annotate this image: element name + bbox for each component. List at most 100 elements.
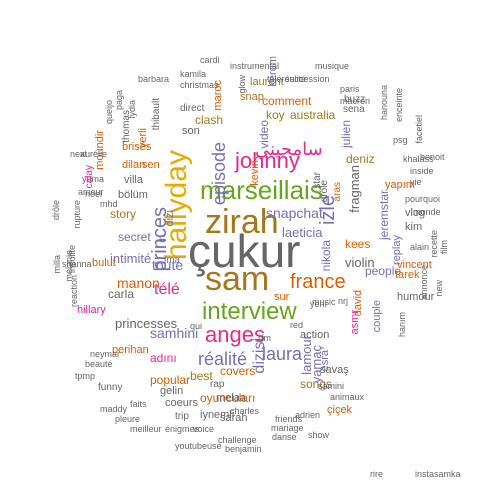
word: fragman [347,165,362,213]
word: yuma [82,174,105,184]
word: drôle [51,200,61,221]
word: charles [230,406,260,416]
word: amour [78,187,104,197]
word: instrumental [230,61,280,71]
word: lma [164,255,181,266]
word: aras [332,182,343,202]
word: çukur [188,225,301,277]
word: zirah [205,203,279,241]
word: red [290,320,304,330]
word: sarah [220,412,248,424]
word: christmas [180,80,219,90]
word: direct [180,103,205,114]
word: clash [195,113,224,127]
word: marseillais [200,175,323,205]
word: tpmp [75,371,96,381]
word: barbara [138,74,170,84]
word: benjamin [225,444,262,454]
word: manon [117,275,160,291]
word: brisés [122,141,152,153]
word: vlog [405,207,426,219]
word: hillary [77,304,106,316]
word: carla [108,287,135,301]
word: villa [124,174,143,186]
word: yie [410,177,422,187]
word: samhini [150,325,199,341]
word: adını [150,351,177,365]
word: faits [130,399,147,409]
word: secret [118,230,151,244]
word: hanouna [379,85,389,121]
word: aurélie [80,149,108,159]
word: reaction [69,275,79,308]
word: nrj [338,296,349,306]
word: énigmes [165,424,200,434]
word: show [308,430,330,440]
word: yenı [310,299,328,309]
word: enceinte [394,88,404,123]
word: buzz [344,94,366,105]
word: coeurs [165,397,199,409]
word: paris [340,84,360,94]
word: facetiel [414,115,424,144]
word: friends [275,414,303,424]
word: yapım [385,179,415,191]
word: rupture [72,200,82,229]
word: couple [371,300,383,333]
word: popular [150,373,191,387]
word: action [300,329,330,341]
word: inside [410,166,434,176]
word: anges [205,322,265,347]
word: paga [114,90,124,111]
word: iynemli [200,409,235,421]
word: violin [345,255,375,270]
word: cardi [200,55,220,65]
word: meilleur [130,424,162,434]
word: animaux [330,392,365,402]
word: deniz [346,152,375,166]
word: interview [202,298,297,325]
word: toute [152,257,184,273]
word: next [70,149,88,159]
word: shanna [62,259,92,269]
word: psg [393,135,408,145]
word: annonce [419,265,429,300]
word: recette [429,230,439,258]
word: gelin [160,385,184,397]
word: oyuncuları [200,391,256,405]
word: qui [190,321,203,331]
word: voice [193,424,215,434]
word: réalité [198,349,248,369]
word: glow [237,75,247,94]
word: australia [290,108,336,122]
word: alain [410,242,430,252]
word: perihan [112,344,149,356]
word: bulut [92,257,116,269]
word: comment [262,94,312,108]
word: david [352,290,364,317]
word: new [434,280,444,297]
word: savaş [320,364,349,376]
word: episode [209,142,229,206]
word: humour [397,291,435,303]
word: bölüm [118,189,148,201]
word: khalass [403,154,434,164]
word: adrien [295,410,321,420]
word: سامحيني [255,139,323,159]
word: milla [52,255,62,274]
word: melaa [216,392,246,404]
word: snap [240,91,264,103]
word: son [182,125,200,137]
word: jeremstar [377,190,391,241]
word: hanım [397,312,407,338]
word: beauté [85,359,113,369]
word: dizi [164,210,176,227]
word: rap [210,379,225,390]
word: covers [220,364,256,378]
word: queijo [104,100,114,125]
word: people [365,264,402,278]
word: star [312,172,323,189]
word: instasamka [415,469,461,479]
word: film [439,240,449,254]
